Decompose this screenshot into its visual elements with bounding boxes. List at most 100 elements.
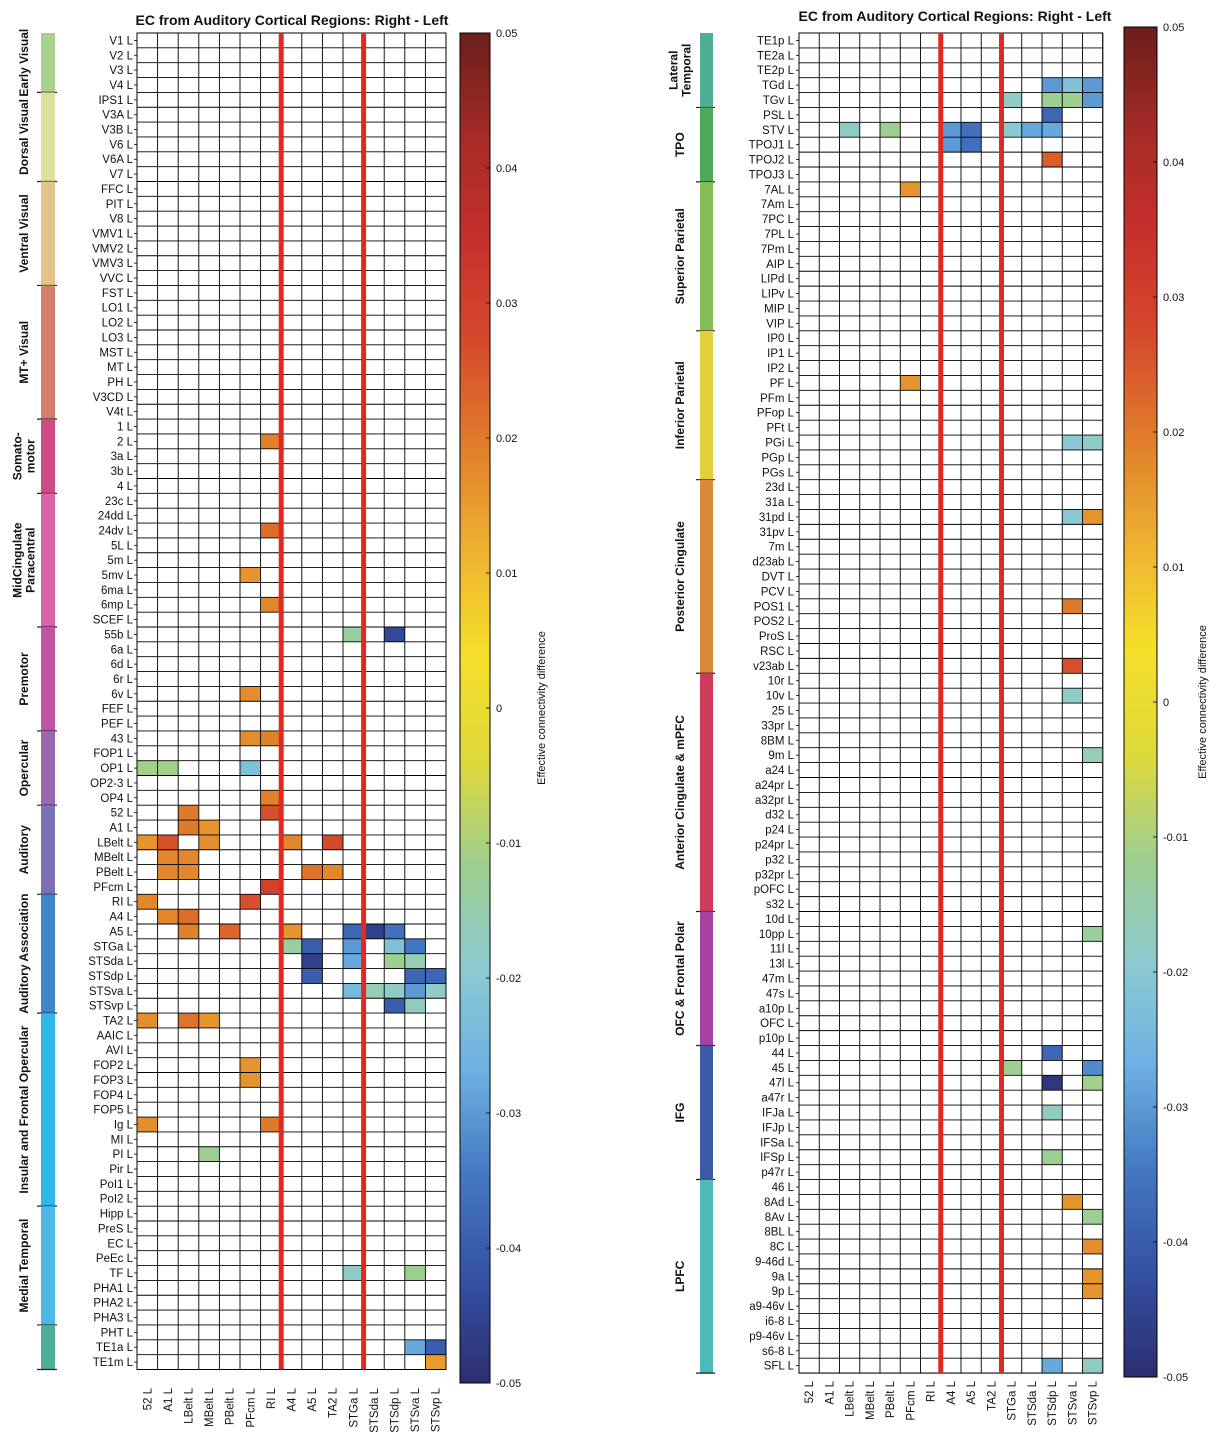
left-row-label: A4 L xyxy=(109,912,133,924)
left-row-label: V4 L xyxy=(109,80,133,92)
right-colorbar-tick-label: 0.05 xyxy=(1163,22,1184,34)
left-heatmap-cell xyxy=(404,953,426,969)
right-heatmap-cell xyxy=(1042,107,1063,123)
left-row-label: 24dd L xyxy=(98,511,134,523)
right-row-label: pOFC L xyxy=(754,884,795,896)
left-row-label: LO3 L xyxy=(102,332,134,344)
left-group-label: Early Visual xyxy=(17,29,31,97)
right-row-label: 10v L xyxy=(766,691,795,703)
left-row-label: OP2-3 L xyxy=(90,778,133,790)
left-row-label: 6d L xyxy=(111,659,134,671)
right-row-label: RSC L xyxy=(760,646,794,658)
right-group-color-bar xyxy=(700,1179,713,1374)
right-row-label: 25 L xyxy=(772,705,795,717)
left-group-label-line: Paracentral xyxy=(24,527,38,592)
right-row-label: IP0 L xyxy=(767,333,794,345)
right-row-label: 31pd L xyxy=(759,512,795,524)
left-heatmap-cell xyxy=(137,1117,158,1132)
left-group-label-line: Opercular xyxy=(17,739,31,796)
right-heatmap-cell xyxy=(1062,435,1083,450)
right-row-label: PFop L xyxy=(757,408,795,420)
left-row-label: FFC L xyxy=(101,184,134,196)
right-column-label: MBelt L xyxy=(865,1380,877,1420)
left-heatmap-cell xyxy=(301,953,323,969)
right-row-label: PGp L xyxy=(761,452,794,464)
left-row-label: PHA1 L xyxy=(93,1283,133,1295)
right-group-label: IFG xyxy=(673,1103,687,1123)
right-row-label: d23ab L xyxy=(752,557,794,569)
left-heatmap-cell xyxy=(343,938,364,954)
right-heatmap-cell xyxy=(1042,122,1063,138)
left-row-label: V7 L xyxy=(109,169,133,181)
left-heatmap-cell xyxy=(404,938,426,954)
right-heatmap-cell xyxy=(961,122,982,138)
left-heatmap-cell xyxy=(343,924,364,939)
right-row-label: a47r L xyxy=(761,1093,794,1105)
left-group-label-line: Insular and Frontal Opercular xyxy=(17,1025,31,1193)
right-row-label: p32 L xyxy=(765,854,794,866)
right-heatmap-cell xyxy=(880,122,901,138)
right-colorbar-label: Effective connectivity difference xyxy=(1197,625,1209,779)
right-column-label: PFcm L xyxy=(905,1380,917,1420)
right-heatmap-cell xyxy=(1082,1268,1103,1284)
right-group-label-line: LPFC xyxy=(673,1260,687,1292)
left-row-label: PoI2 L xyxy=(100,1194,134,1206)
left-heatmap-cell xyxy=(343,627,364,642)
left-heatmap-cell xyxy=(198,1013,220,1028)
left-heatmap-cell xyxy=(198,820,220,835)
left-row-label: STSva L xyxy=(89,986,134,998)
right-row-label: a32pr L xyxy=(755,795,795,807)
right-heatmap-cell xyxy=(1082,435,1103,450)
left-heatmap-cell xyxy=(219,924,240,939)
left-row-label: STSda L xyxy=(88,956,133,968)
right-row-label: v23ab L xyxy=(753,661,795,673)
left-row-label: V3B L xyxy=(102,125,134,137)
left-row-label: V6A L xyxy=(102,154,133,166)
right-row-label: PCV L xyxy=(761,586,795,598)
left-row-label: STGa L xyxy=(93,941,133,953)
right-row-label: PGs L xyxy=(762,467,795,479)
left-heatmap-cell xyxy=(260,433,282,449)
left-heatmap-cell xyxy=(260,1117,282,1132)
right-heatmap-cell xyxy=(1082,926,1103,942)
right-heatmap-cell xyxy=(1082,92,1103,108)
right-row-label: TPOJ1 L xyxy=(749,140,795,152)
right-group-color-bar xyxy=(700,911,713,1046)
left-colorbar-tick-label: 0.02 xyxy=(496,433,517,445)
right-heatmap-cell xyxy=(1062,92,1083,108)
right-group-label-line: Lateral xyxy=(667,51,681,90)
right-row-label: 8Ad L xyxy=(764,1197,795,1209)
right-row-label: DVT L xyxy=(762,571,795,583)
left-group-color-bar xyxy=(41,493,55,627)
left-heatmap-cell xyxy=(384,953,405,969)
left-row-label: Hipp L xyxy=(100,1209,134,1221)
right-row-label: 8C L xyxy=(770,1242,795,1254)
left-row-label: FOP2 L xyxy=(93,1060,133,1072)
right-column-label: LBelt L xyxy=(845,1380,857,1416)
right-column-label: STGa L xyxy=(1007,1380,1019,1420)
left-heatmap-cell xyxy=(425,968,446,984)
left-heatmap-cell xyxy=(137,760,158,776)
left-heatmap-cell xyxy=(157,834,179,850)
right-row-label: STV L xyxy=(762,125,795,137)
right-row-label: 10pp L xyxy=(759,929,795,941)
right-row-label: 13l L xyxy=(769,959,795,971)
left-heatmap-cell xyxy=(281,938,302,954)
left-row-label: IPS1 L xyxy=(98,95,133,107)
right-row-label: 8Av L xyxy=(765,1212,795,1224)
left-group-label-line: Medial Temporal xyxy=(17,1219,31,1313)
left-heatmap-cell xyxy=(260,805,282,821)
right-colorbar-tick-label: 0.01 xyxy=(1163,562,1184,574)
right-row-label: 9m L xyxy=(768,750,794,762)
right-row-label: 7PL L xyxy=(764,229,794,241)
right-row-label: a24 L xyxy=(765,765,794,777)
left-row-label: TE1a L xyxy=(96,1342,134,1354)
left-group-label: Auditory Association xyxy=(17,894,31,1014)
right-row-label: PFm L xyxy=(760,393,794,405)
left-heatmap-cell xyxy=(404,1265,426,1281)
left-heatmap-chart: EC from Auditory Cortical Regions: Right… xyxy=(11,12,549,1433)
right-heatmap-cell xyxy=(1082,1283,1103,1299)
left-colorbar-tick-label: -0.05 xyxy=(496,1378,521,1390)
right-row-label: 9a L xyxy=(772,1271,795,1283)
right-row-label: p47r L xyxy=(761,1167,794,1179)
